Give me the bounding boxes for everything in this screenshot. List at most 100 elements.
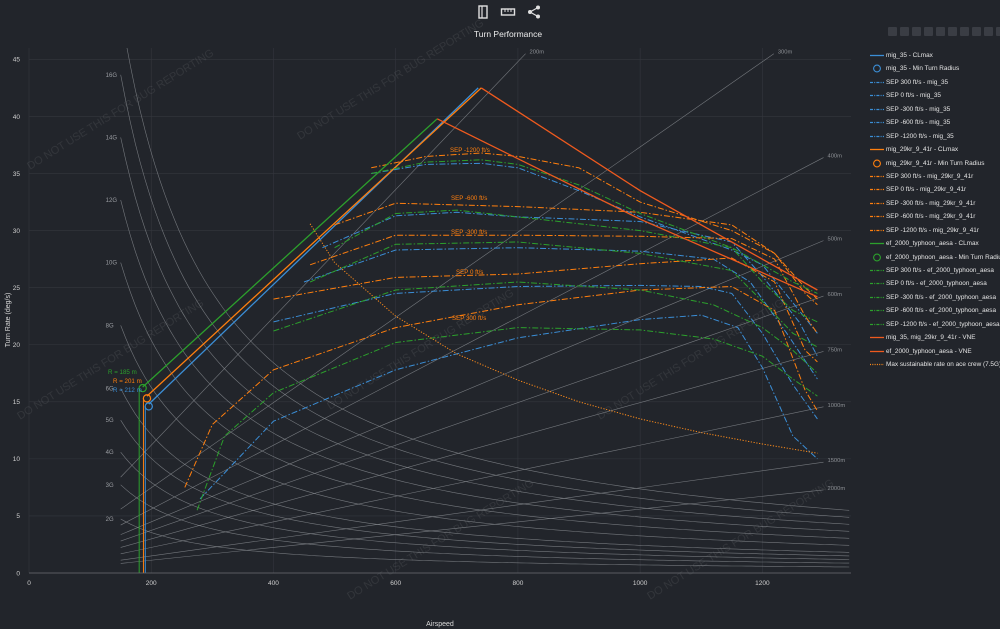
- legend-item[interactable]: Max sustainable rate on ace crew (7.5G): [868, 358, 1000, 371]
- watermark-text: DO NOT USE THIS FOR BUG REPORTING: [15, 297, 206, 422]
- legend-swatch: [873, 159, 881, 167]
- radius-isoline: [120, 53, 526, 478]
- legend-item[interactable]: SEP -1200 ft/s - mig_35: [868, 130, 1000, 143]
- radius-isoline-label: 750m: [827, 347, 842, 353]
- legend-swatch: [870, 363, 884, 366]
- g-isoline-label: 16G: [106, 73, 118, 79]
- legend-label: ef_2000_typhoon_aesa - CLmax: [886, 240, 979, 248]
- g-isoline: [120, 262, 850, 539]
- legend-item[interactable]: SEP 0 ft/s - mig_29kr_9_41r: [868, 183, 1000, 196]
- series-line: [309, 223, 818, 454]
- zoom-out-icon[interactable]: [972, 27, 981, 36]
- legend-item[interactable]: ef_2000_typhoon_aesa - CLmax: [868, 237, 1000, 250]
- annotation-label: SEP -600 ft/s: [451, 195, 487, 202]
- legend-swatch: [870, 108, 884, 110]
- legend-swatch: [870, 242, 884, 245]
- comment-icon[interactable]: [948, 27, 957, 36]
- legend-item[interactable]: SEP 300 ft/s - mig_35: [868, 76, 1000, 89]
- legend-swatch: [870, 95, 884, 97]
- annotations: R = 185 m R = 201 m R = 212 m SEP -1200 ft/…: [108, 147, 490, 394]
- legend-item[interactable]: SEP -300 ft/s - ef_2000_typhoon_aesa: [868, 291, 1000, 304]
- legend-item[interactable]: mig_35 - Min Turn Radius: [868, 62, 1000, 75]
- series-line: [273, 284, 818, 420]
- g-isoline: [120, 420, 850, 557]
- x-tick-label: 800: [512, 580, 523, 587]
- x-axis-label: Airspeed: [426, 621, 454, 628]
- box-select-icon[interactable]: [924, 27, 933, 36]
- legend-item[interactable]: SEP -1200 ft/s - mig_29kr_9_41r: [868, 224, 1000, 237]
- legend-item[interactable]: SEP 300 ft/s - ef_2000_typhoon_aesa: [868, 264, 1000, 277]
- min-turn-radius-marker: [144, 402, 153, 411]
- legend-item[interactable]: SEP -600 ft/s - mig_35: [868, 116, 1000, 129]
- camera-icon[interactable]: [888, 27, 897, 36]
- legend-item[interactable]: SEP 0 ft/s - mig_35: [868, 89, 1000, 102]
- zoom-in-icon[interactable]: [960, 27, 969, 36]
- annotation-label: R = 201 m: [113, 378, 142, 385]
- legend-label: SEP -600 ft/s - mig_35: [886, 119, 951, 127]
- legend-label: SEP 0 ft/s - ef_2000_typhoon_aesa: [886, 280, 987, 288]
- legend-item[interactable]: mig_29kr_9_41r - CLmax: [868, 143, 1000, 156]
- series-line: [371, 162, 818, 334]
- radius-isoline-label: 200m: [530, 50, 545, 56]
- book-icon[interactable]: [475, 4, 491, 20]
- autoscale-icon[interactable]: [984, 27, 993, 36]
- legend-swatch: [870, 202, 884, 204]
- legend-item[interactable]: mig_35 - CLmax: [868, 49, 1000, 62]
- legend-swatch: [870, 189, 884, 191]
- series-line: [436, 118, 818, 298]
- radius-isoline-label: 300m: [778, 50, 793, 56]
- series-line: [273, 281, 818, 374]
- legend-item[interactable]: SEP -600 ft/s - ef_2000_typhoon_aesa: [868, 304, 1000, 317]
- radius-isoline-label: 2000m: [827, 486, 845, 492]
- legend-item[interactable]: ef_2000_typhoon_aesa - Min Turn Radius: [868, 251, 1000, 264]
- g-isoline: [120, 137, 850, 525]
- series-line: [371, 152, 818, 300]
- watermark-text: DO NOT USE THIS FOR BUG REPORTING: [295, 17, 486, 142]
- y-tick-label: 40: [13, 114, 21, 121]
- share-icon[interactable]: [526, 4, 542, 20]
- ruler-icon[interactable]: [500, 4, 516, 20]
- legend-item[interactable]: mig_29kr_9_41r - Min Turn Radius: [868, 157, 1000, 170]
- legend-item[interactable]: SEP 300 ft/s - mig_29kr_9_41r: [868, 170, 1000, 183]
- series-line: [371, 159, 818, 294]
- g-isoline: [120, 452, 850, 560]
- y-tick-label: 20: [13, 342, 21, 349]
- lasso-icon[interactable]: [936, 27, 945, 36]
- legend-item[interactable]: ef_2000_typhoon_aesa - VNE: [868, 345, 1000, 358]
- zoom-icon[interactable]: [900, 27, 909, 36]
- g-isoline: [120, 74, 850, 518]
- chart-legend: mig_35 - CLmax mig_35 - Min Turn Radius SE…: [868, 49, 1000, 372]
- radius-isoline: [120, 406, 824, 555]
- legend-label: mig_35 - Min Turn Radius: [886, 65, 960, 73]
- legend-swatch: [870, 350, 884, 352]
- legend-item[interactable]: SEP -300 ft/s - mig_35: [868, 103, 1000, 116]
- legend-item[interactable]: SEP 0 ft/s - ef_2000_typhoon_aesa: [868, 277, 1000, 290]
- series-line: [309, 234, 818, 334]
- legend-item[interactable]: SEP -300 ft/s - mig_29kr_9_41r: [868, 197, 1000, 210]
- series-line: [148, 87, 479, 405]
- legend-label: SEP -300 ft/s - mig_35: [886, 105, 951, 113]
- legend-item[interactable]: SEP -1200 ft/s - ef_2000_typhoon_aesa: [868, 318, 1000, 331]
- chart-modebar: [888, 27, 1000, 37]
- watermark-text: DO NOT USE THIS FOR BUG REPORTING: [345, 477, 536, 602]
- legend-label: mig_35, mig_29kr_9_41r - VNE: [886, 334, 976, 342]
- legend-swatch: [870, 216, 884, 218]
- legend-swatch: [870, 81, 884, 84]
- min-turn-radius-marker: [138, 383, 147, 393]
- legend-label: SEP -1200 ft/s - mig_29kr_9_41r: [886, 226, 979, 234]
- legend-label: mig_35 - CLmax: [886, 52, 933, 59]
- legend-item[interactable]: mig_35, mig_29kr_9_41r - VNE: [868, 331, 1000, 344]
- x-tick-label: 600: [390, 580, 401, 587]
- y-tick-label: 25: [13, 285, 21, 292]
- y-tick-label: 30: [13, 228, 21, 235]
- x-tick-label: 1200: [755, 580, 770, 587]
- home-icon[interactable]: [996, 27, 1000, 36]
- series-line: [303, 247, 818, 380]
- legend-item[interactable]: SEP -600 ft/s - mig_29kr_9_41r: [868, 210, 1000, 223]
- y-tick-label: 0: [16, 570, 20, 577]
- series-line: [309, 241, 818, 348]
- radius-isoline-label: 500m: [827, 237, 842, 243]
- pan-icon[interactable]: [912, 27, 921, 36]
- radius-isoline: [120, 295, 824, 542]
